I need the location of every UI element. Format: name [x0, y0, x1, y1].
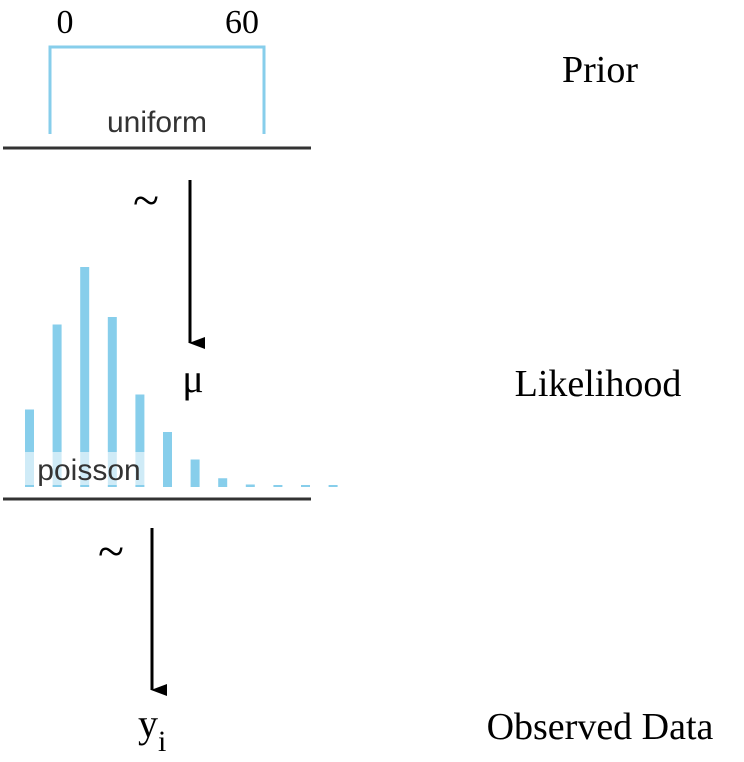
poisson-bar — [135, 394, 145, 487]
observed-data-variable: y — [138, 701, 158, 746]
uniform-lower-bound: 0 — [57, 4, 74, 41]
uniform-distribution-label: uniform — [107, 106, 207, 139]
uniform-prior-plot: 0 60 uniform — [48, 4, 266, 139]
poisson-bar — [301, 485, 310, 487]
likelihood-row-label: Likelihood — [515, 363, 682, 405]
tilde-symbol-prior: ~ — [133, 174, 159, 227]
poisson-bar — [273, 485, 283, 487]
poisson-bar — [25, 409, 34, 487]
uniform-distribution-outline — [48, 45, 266, 134]
uniform-upper-bound: 60 — [225, 4, 259, 41]
observed-data-subscript: i — [158, 725, 166, 758]
poisson-label-backdrop — [22, 452, 156, 485]
observed-data-symbol: yi — [138, 701, 166, 758]
observed-data-row-label: Observed Data — [487, 706, 714, 748]
poisson-bar — [190, 459, 200, 487]
mu-parameter-symbol: μ — [182, 356, 203, 401]
poisson-bar — [328, 485, 338, 487]
poisson-distribution-label: poisson — [37, 454, 140, 487]
poisson-likelihood-plot — [25, 267, 338, 487]
poisson-bar — [163, 432, 172, 487]
poisson-bar — [245, 484, 255, 487]
tilde-symbol-likelihood: ~ — [98, 525, 124, 578]
poisson-bar — [52, 324, 62, 487]
poisson-bar — [107, 317, 117, 487]
poisson-bar — [218, 478, 228, 487]
poisson-bar — [80, 267, 90, 487]
prior-row-label: Prior — [562, 49, 638, 91]
